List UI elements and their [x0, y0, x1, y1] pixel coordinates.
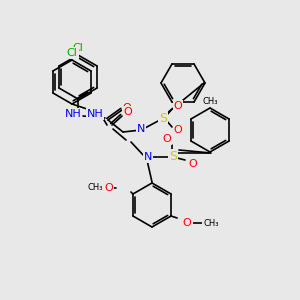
Text: Cl: Cl	[67, 48, 77, 58]
Text: O: O	[174, 101, 182, 111]
Text: O: O	[124, 107, 132, 117]
Text: O: O	[183, 218, 191, 228]
Text: CH₃: CH₃	[87, 184, 103, 193]
Text: N: N	[144, 152, 152, 162]
Text: O: O	[123, 103, 131, 113]
Text: S: S	[159, 112, 167, 124]
Text: O: O	[163, 134, 171, 144]
Text: NH: NH	[87, 109, 103, 119]
Text: O: O	[174, 125, 182, 135]
Text: O: O	[105, 183, 113, 193]
Text: O: O	[189, 159, 197, 169]
Text: Cl: Cl	[73, 43, 83, 53]
Text: N: N	[137, 124, 145, 134]
Text: CH₃: CH₃	[203, 218, 219, 227]
Text: S: S	[169, 151, 177, 164]
Text: NH: NH	[64, 109, 81, 119]
Text: CH₃: CH₃	[202, 97, 218, 106]
